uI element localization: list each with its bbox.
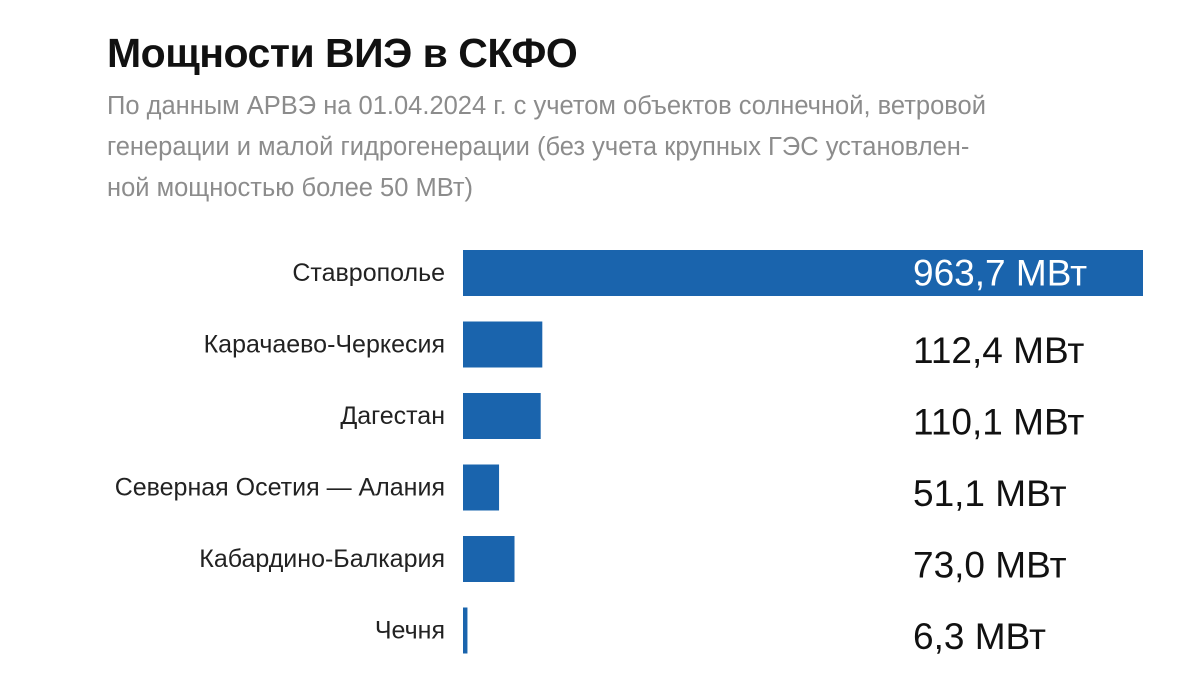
value-label: 112,4 МВт — [913, 330, 1084, 371]
value-label: 51,1 МВт — [913, 473, 1067, 514]
category-label: Дагестан — [340, 402, 445, 430]
category-label: Ставрополье — [292, 259, 445, 287]
bar — [463, 250, 1143, 296]
value-label: 73,0 МВт — [913, 545, 1067, 586]
subtitle-line: По данным АРВЭ на 01.04.2024 г. с учетом… — [107, 92, 986, 120]
chart-title: Мощности ВИЭ в СКФО — [107, 30, 578, 76]
bar-chart: Ставрополье 963,7 МВт Карачаево-Черкесия 11… — [115, 250, 1143, 657]
bar — [463, 607, 468, 654]
category-label: Северная Осетия — Алания — [115, 474, 445, 502]
category-label: Чечня — [375, 617, 445, 645]
subtitle-line: ной мощностью более 50 МВт) — [107, 174, 474, 202]
subtitle-line: генерации и малой гидрогенерации (без уч… — [107, 133, 970, 161]
bar — [463, 321, 543, 368]
value-label: 6,3 МВт — [913, 616, 1046, 657]
category-label: Карачаево-Черкесия — [204, 331, 445, 359]
category-label: Кабардино-Балкария — [199, 545, 445, 573]
chart-subtitle: По данным АРВЭ на 01.04.2024 г. с учетом… — [107, 86, 1147, 209]
value-label: 963,7 МВт — [913, 253, 1087, 294]
value-label: 110,1 МВт — [913, 402, 1084, 443]
bar — [463, 536, 515, 582]
bar — [463, 464, 500, 511]
bar — [463, 393, 541, 439]
